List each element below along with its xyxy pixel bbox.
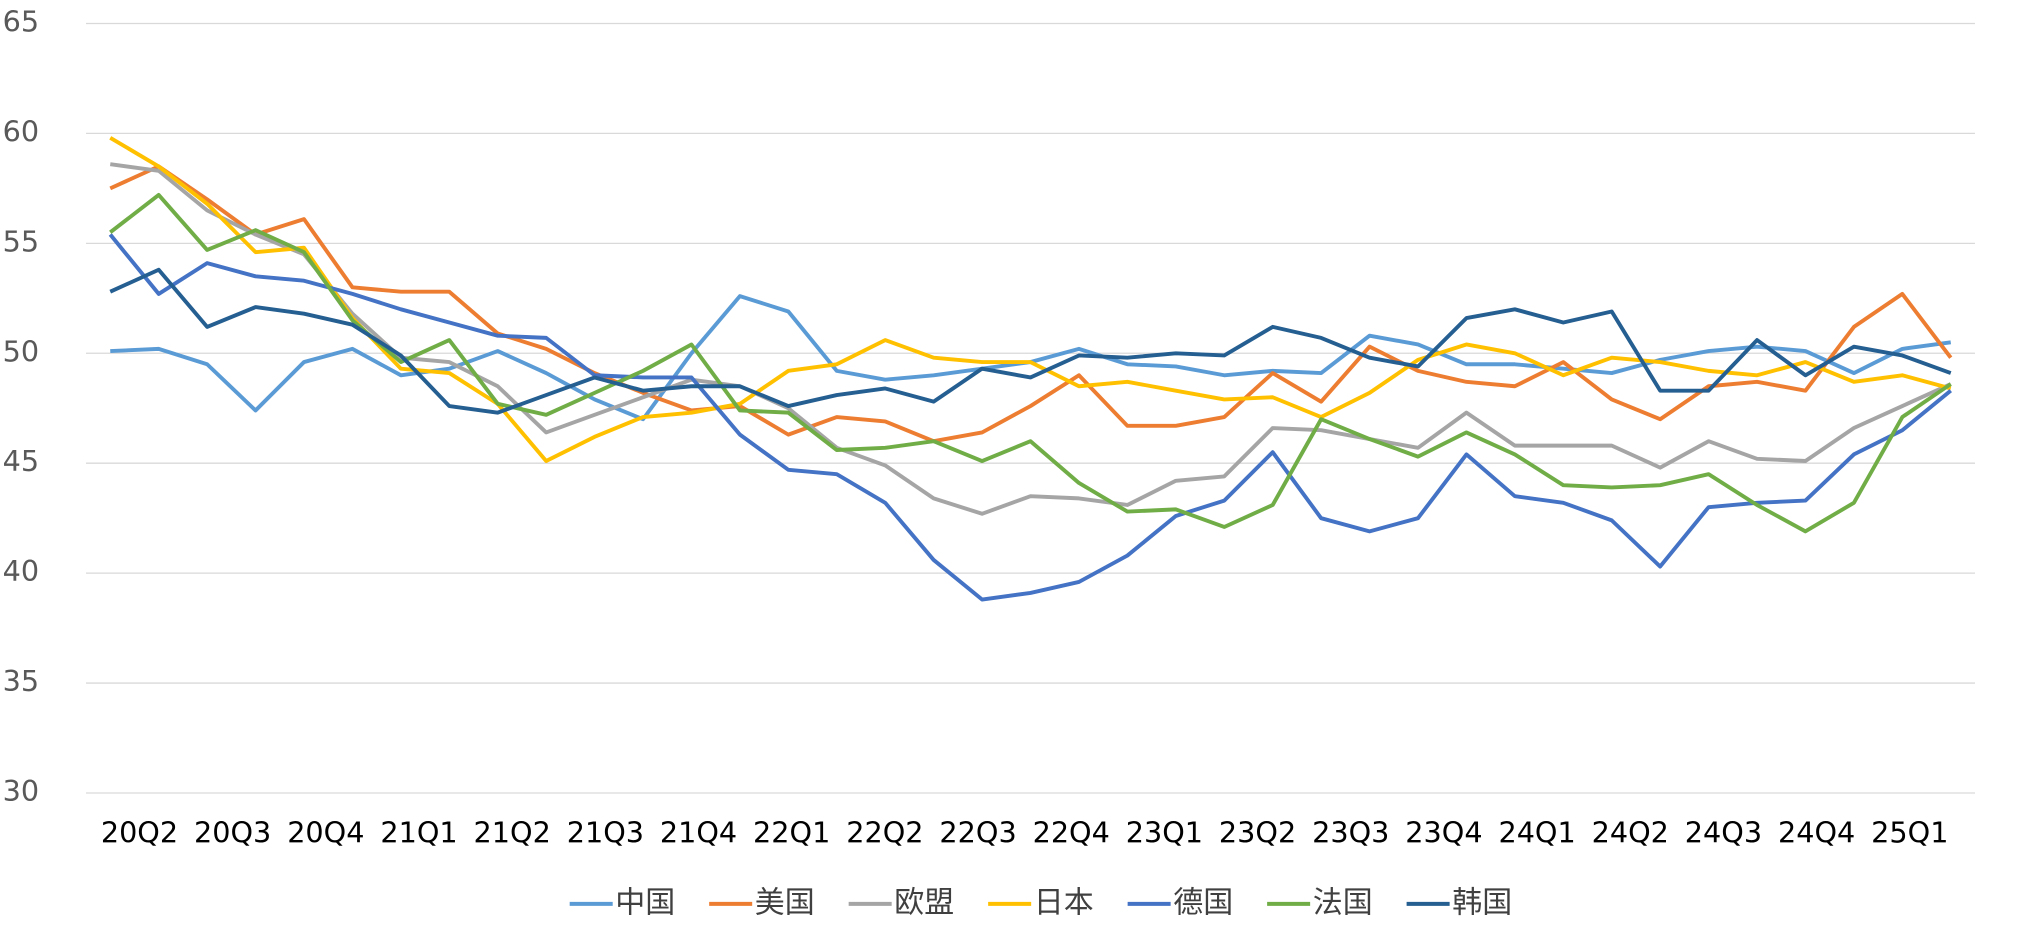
y-tick-label: 55 bbox=[3, 224, 39, 258]
series-line bbox=[109, 164, 1953, 444]
x-tick-label: 21Q2 bbox=[474, 816, 551, 850]
x-tick-label: 22Q1 bbox=[753, 816, 830, 850]
y-tick-label: 35 bbox=[3, 664, 39, 698]
y-tick-label: 30 bbox=[3, 774, 39, 808]
legend-label: 韩国 bbox=[1452, 885, 1512, 920]
legend-label: 德国 bbox=[1173, 885, 1233, 920]
legend-label: 法国 bbox=[1313, 885, 1373, 920]
legend-label: 欧盟 bbox=[894, 885, 954, 920]
x-tick-label: 24Q4 bbox=[1778, 816, 1855, 850]
series-line bbox=[108, 233, 1953, 602]
x-tick-label: 21Q1 bbox=[380, 816, 457, 850]
y-tick-label: 50 bbox=[3, 334, 39, 368]
y-tick-label: 45 bbox=[3, 444, 39, 478]
x-tick-label: 24Q2 bbox=[1592, 816, 1669, 850]
x-tick-label: 23Q3 bbox=[1312, 816, 1389, 850]
series-line bbox=[109, 136, 1952, 463]
y-tick-label: 40 bbox=[3, 554, 39, 588]
series-line bbox=[109, 267, 1952, 415]
x-tick-label: 21Q3 bbox=[567, 816, 644, 850]
series-line bbox=[109, 162, 1952, 516]
series-line bbox=[110, 294, 1952, 422]
legend-label: 日本 bbox=[1034, 885, 1094, 920]
x-tick-label: 23Q4 bbox=[1405, 816, 1482, 850]
x-tick-label: 22Q2 bbox=[846, 816, 923, 850]
y-tick-label: 65 bbox=[3, 4, 39, 38]
y-tick-label: 60 bbox=[3, 114, 39, 148]
x-tick-label: 24Q1 bbox=[1498, 816, 1575, 850]
x-tick-label: 20Q3 bbox=[194, 816, 271, 850]
legend-label: 美国 bbox=[755, 885, 815, 920]
series-line bbox=[109, 193, 1952, 534]
x-tick-label: 22Q4 bbox=[1033, 816, 1110, 850]
x-tick-label: 21Q4 bbox=[660, 816, 737, 850]
x-tick-label: 20Q2 bbox=[101, 816, 178, 850]
x-tick-label: 23Q2 bbox=[1219, 816, 1296, 850]
x-tick-label: 24Q3 bbox=[1685, 816, 1762, 850]
x-tick-label: 22Q3 bbox=[939, 816, 1016, 850]
x-tick-label: 23Q1 bbox=[1126, 816, 1203, 850]
x-tick-label: 25Q1 bbox=[1871, 816, 1948, 850]
legend-label: 中国 bbox=[615, 885, 675, 920]
x-tick-label: 20Q4 bbox=[287, 816, 364, 850]
